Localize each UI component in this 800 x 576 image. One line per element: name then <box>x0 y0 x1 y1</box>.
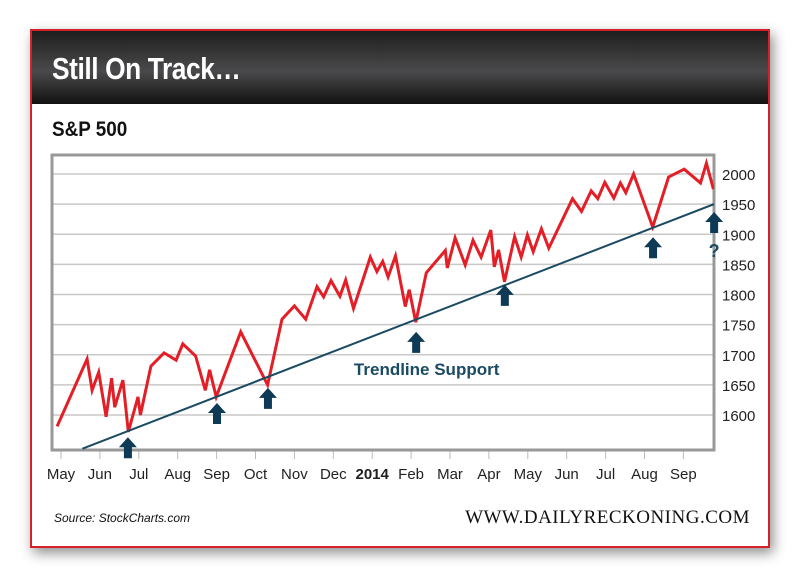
chart-title: S&P 500 <box>52 118 128 141</box>
x-tick-label: Jul <box>129 466 148 483</box>
chart-card: Still On Track… S&P 500 Source: StockCha… <box>30 29 770 548</box>
x-tick-label: Jun <box>555 466 579 483</box>
x-tick-label: Aug <box>164 466 191 483</box>
header-bar: Still On Track… <box>32 31 768 104</box>
x-tick-label: 2014 <box>356 466 390 483</box>
page-title: Still On Track… <box>52 51 241 86</box>
question-mark-label: ? <box>709 241 720 261</box>
site-url: WWW.DAILYRECKONING.COM <box>465 507 750 528</box>
up-arrow-icon <box>258 387 277 409</box>
x-tick-label: Feb <box>398 466 424 483</box>
y-tick-label: 1800 <box>722 288 755 305</box>
trendline-support-label: Trendline Support <box>354 360 500 379</box>
y-tick-label: 1700 <box>722 348 755 365</box>
up-arrow-icon <box>118 437 137 459</box>
up-arrow-icon <box>705 211 724 233</box>
y-tick-label: 2000 <box>722 167 755 184</box>
x-tick-label: Dec <box>320 466 347 483</box>
plot-border <box>50 153 716 452</box>
x-tick-label: Nov <box>281 466 308 483</box>
x-tick-label: Aug <box>631 466 658 483</box>
x-tick-label: Jun <box>88 466 112 483</box>
y-tick-label: 1850 <box>722 257 755 274</box>
x-tick-label: Oct <box>244 466 268 483</box>
y-tick-label: 1900 <box>722 227 755 244</box>
x-tick-label: Apr <box>477 466 500 483</box>
y-tick-label: 1950 <box>722 197 755 214</box>
y-tick-label: 1650 <box>722 378 755 395</box>
up-arrow-icon <box>207 402 226 424</box>
x-tick-label: May <box>47 466 76 483</box>
up-arrow-icon <box>407 331 426 353</box>
x-tick-label: Mar <box>437 466 463 483</box>
x-tick-label: Sep <box>670 466 697 483</box>
up-arrow-icon <box>495 284 514 306</box>
x-tick-label: Sep <box>203 466 230 483</box>
y-tick-label: 1750 <box>722 318 755 335</box>
sp500-line <box>55 157 714 433</box>
up-arrow-icon <box>644 237 663 259</box>
trendline <box>82 203 714 450</box>
x-tick-label: Jul <box>596 466 615 483</box>
y-tick-label: 1600 <box>722 408 755 425</box>
source-note: Source: StockCharts.com <box>54 511 191 525</box>
x-tick-label: May <box>514 466 543 483</box>
